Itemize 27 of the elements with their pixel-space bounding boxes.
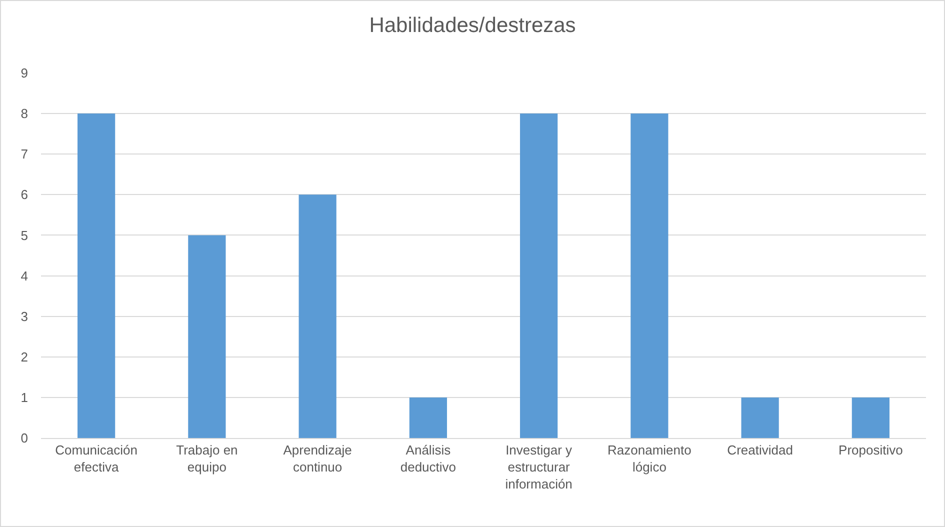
y-tick-label: 2 [20, 349, 28, 364]
bar [852, 397, 890, 438]
y-tick-label: 7 [20, 146, 28, 162]
y-tick-label: 3 [20, 308, 28, 324]
x-tick-label: Comunicación efectiva [55, 442, 138, 474]
x-tick-label: Trabajo en equipo [176, 442, 238, 474]
x-tick-label: Razonamiento lógico [608, 442, 692, 474]
bar [630, 114, 668, 438]
y-tick-label: 8 [20, 106, 28, 122]
bar [741, 397, 779, 438]
y-tick-label: 9 [20, 66, 28, 81]
x-tick-label: Investigar y estructurar información [505, 442, 573, 492]
y-tick-label: 6 [20, 187, 28, 202]
bar [298, 194, 336, 438]
bar [188, 235, 226, 438]
chart-title: Habilidades/destrezas [369, 14, 576, 37]
y-tick-label: 4 [20, 268, 28, 284]
x-tick-label: Propositivo [838, 442, 903, 458]
bar [78, 114, 116, 438]
x-tick-label: Creatividad [727, 442, 793, 458]
y-tick-label: 5 [20, 228, 28, 243]
bar [520, 114, 558, 438]
y-tick-label: 0 [20, 430, 28, 446]
bar [409, 397, 447, 438]
y-tick-label: 1 [20, 390, 28, 405]
x-tick-label: Análisis deductivo [400, 442, 456, 474]
x-tick-label: Aprendizaje continuo [283, 442, 352, 474]
